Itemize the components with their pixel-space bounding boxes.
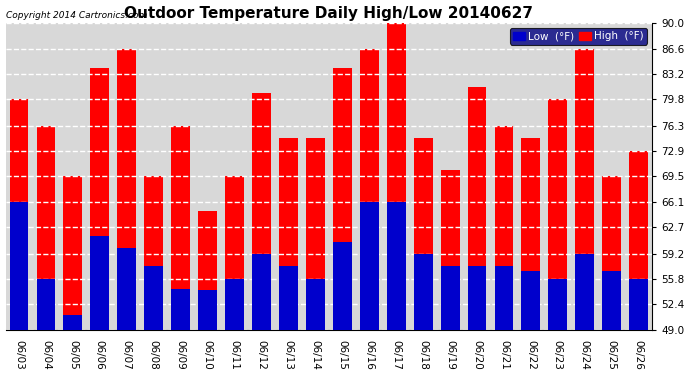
Bar [575,48,594,375]
Bar [198,290,217,375]
Bar [144,266,163,375]
Bar [629,279,648,375]
Bar [575,254,594,375]
Bar [333,242,352,375]
Bar [117,248,136,375]
Bar [252,93,271,375]
Text: Copyright 2014 Cartronics.com: Copyright 2014 Cartronics.com [6,11,147,20]
Bar [306,279,325,375]
Bar [387,202,406,375]
Bar [629,151,648,375]
Bar [198,211,217,375]
Bar [279,266,298,375]
Bar [495,266,513,375]
Title: Outdoor Temperature Daily High/Low 20140627: Outdoor Temperature Daily High/Low 20140… [124,6,533,21]
Bar [441,266,460,375]
Legend: Low  (°F), High  (°F): Low (°F), High (°F) [509,28,647,45]
Bar [63,315,82,375]
Bar [360,202,379,375]
Bar [279,138,298,375]
Bar [225,279,244,375]
Bar [414,138,433,375]
Bar [549,279,567,375]
Bar [306,138,325,375]
Bar [495,126,513,375]
Bar [387,23,406,375]
Bar [90,68,109,375]
Bar [63,177,82,375]
Bar [441,171,460,375]
Bar [360,48,379,375]
Bar [225,177,244,375]
Bar [602,177,621,375]
Bar [10,99,28,375]
Bar [252,254,271,375]
Bar [117,48,136,375]
Bar [10,202,28,375]
Bar [468,266,486,375]
Bar [522,272,540,375]
Bar [522,138,540,375]
Bar [414,254,433,375]
Bar [171,126,190,375]
Bar [144,177,163,375]
Bar [549,99,567,375]
Bar [171,289,190,375]
Bar [37,279,55,375]
Bar [333,68,352,375]
Bar [37,126,55,375]
Bar [602,272,621,375]
Bar [90,236,109,375]
Bar [468,87,486,375]
